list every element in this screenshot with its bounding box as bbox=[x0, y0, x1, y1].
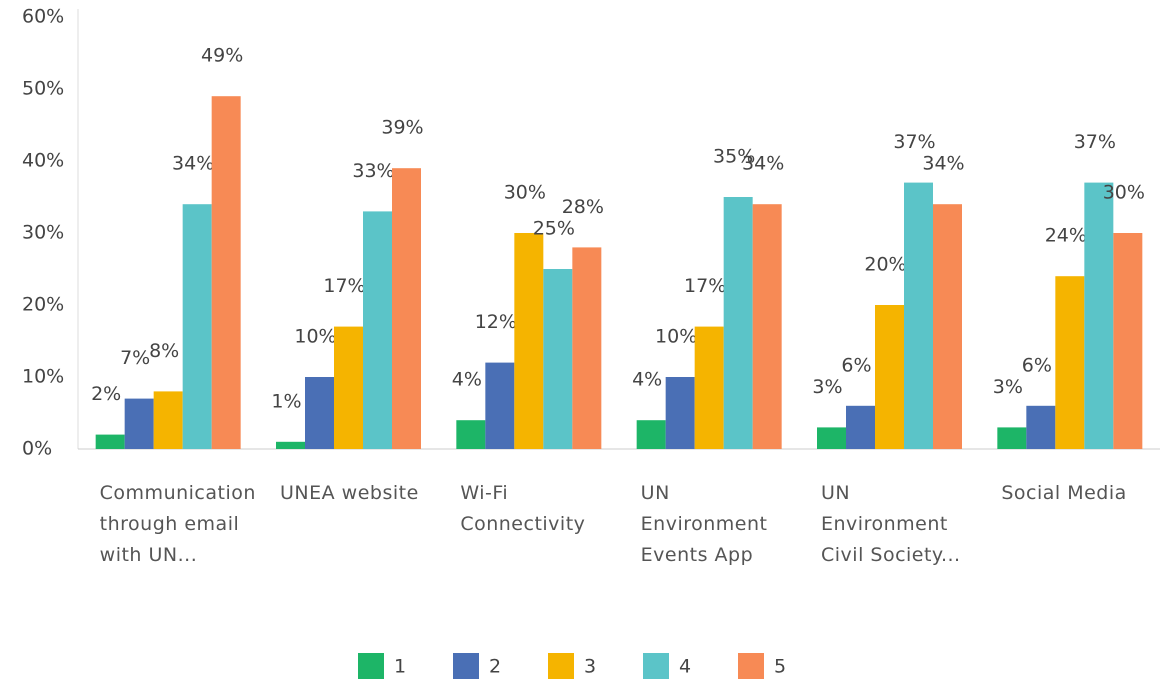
bar bbox=[1084, 182, 1114, 449]
bar bbox=[211, 96, 241, 449]
data-label: 6% bbox=[1022, 354, 1052, 376]
data-label: 37% bbox=[1074, 131, 1116, 153]
data-label: 17% bbox=[323, 275, 365, 297]
bar bbox=[363, 211, 392, 449]
data-label: 4% bbox=[632, 369, 662, 391]
legend-swatch bbox=[738, 653, 764, 679]
x-tick-label: Communication through email with UN... bbox=[99, 482, 256, 566]
data-label: 39% bbox=[381, 117, 423, 139]
legend-label: 5 bbox=[774, 656, 786, 678]
data-label: 20% bbox=[864, 254, 906, 276]
bar bbox=[846, 405, 875, 449]
y-tick-label: 0% bbox=[22, 438, 52, 460]
y-tick-label: 40% bbox=[22, 150, 64, 172]
data-label: 28% bbox=[562, 196, 604, 218]
data-label: 37% bbox=[893, 131, 935, 153]
y-tick-label: 30% bbox=[22, 222, 64, 244]
data-label: 12% bbox=[475, 311, 517, 333]
bar bbox=[752, 204, 782, 449]
bar bbox=[1026, 405, 1056, 449]
legend-swatch bbox=[453, 653, 479, 679]
x-tick-label: Wi-Fi Connectivity bbox=[460, 482, 586, 535]
y-tick-label: 20% bbox=[22, 294, 64, 316]
bar bbox=[543, 269, 573, 449]
bar bbox=[95, 434, 125, 449]
bar bbox=[276, 441, 305, 449]
bar bbox=[665, 377, 695, 449]
data-label: 7% bbox=[120, 347, 150, 369]
legend-swatch bbox=[358, 653, 384, 679]
x-tick-label: Social Media bbox=[1001, 482, 1127, 504]
data-label: 4% bbox=[452, 369, 482, 391]
bar bbox=[514, 233, 544, 449]
legend-label: 1 bbox=[394, 656, 406, 678]
data-label: 30% bbox=[504, 182, 546, 204]
bar bbox=[153, 391, 183, 449]
y-tick-label: 50% bbox=[22, 78, 64, 100]
bar bbox=[485, 362, 515, 449]
bar bbox=[933, 204, 962, 449]
bar bbox=[305, 377, 334, 449]
bar bbox=[572, 247, 602, 449]
data-label: 3% bbox=[993, 376, 1023, 398]
y-tick-label: 10% bbox=[22, 366, 64, 388]
data-label: 34% bbox=[922, 153, 964, 175]
bar bbox=[1055, 276, 1085, 449]
bar bbox=[456, 420, 486, 449]
legend-label: 2 bbox=[489, 656, 501, 678]
data-label: 2% bbox=[91, 383, 121, 405]
y-tick-label: 60% bbox=[22, 6, 64, 28]
data-label: 24% bbox=[1045, 225, 1087, 247]
bar bbox=[875, 305, 904, 449]
legend-label: 3 bbox=[584, 656, 596, 678]
bar bbox=[392, 168, 421, 449]
bar bbox=[997, 427, 1027, 449]
bar bbox=[124, 398, 154, 449]
data-label: 17% bbox=[684, 275, 726, 297]
bar bbox=[334, 326, 363, 449]
x-tick-label: UN Environment Events App bbox=[640, 482, 768, 566]
legend-label: 4 bbox=[679, 656, 691, 678]
data-label: 49% bbox=[201, 45, 243, 67]
data-label: 1% bbox=[271, 390, 301, 412]
bar bbox=[1113, 233, 1143, 449]
bar bbox=[182, 204, 212, 449]
bar bbox=[904, 182, 933, 449]
x-tick-label: UNEA website bbox=[280, 482, 419, 504]
data-label: 10% bbox=[294, 326, 336, 348]
bar bbox=[636, 420, 666, 449]
data-label: 6% bbox=[841, 354, 871, 376]
data-label: 3% bbox=[812, 376, 842, 398]
bar bbox=[817, 427, 846, 449]
data-label: 35% bbox=[713, 146, 755, 168]
data-label: 10% bbox=[655, 326, 697, 348]
legend-swatch bbox=[643, 653, 669, 679]
data-label: 33% bbox=[352, 160, 394, 182]
data-label: 34% bbox=[172, 153, 214, 175]
x-tick-label: UN Environment Civil Society... bbox=[821, 482, 961, 566]
bar bbox=[723, 197, 753, 449]
data-label: 8% bbox=[149, 340, 179, 362]
legend-swatch bbox=[548, 653, 574, 679]
data-label: 25% bbox=[533, 218, 575, 240]
bar bbox=[694, 326, 724, 449]
data-label: 34% bbox=[742, 153, 784, 175]
data-label: 30% bbox=[1103, 182, 1145, 204]
